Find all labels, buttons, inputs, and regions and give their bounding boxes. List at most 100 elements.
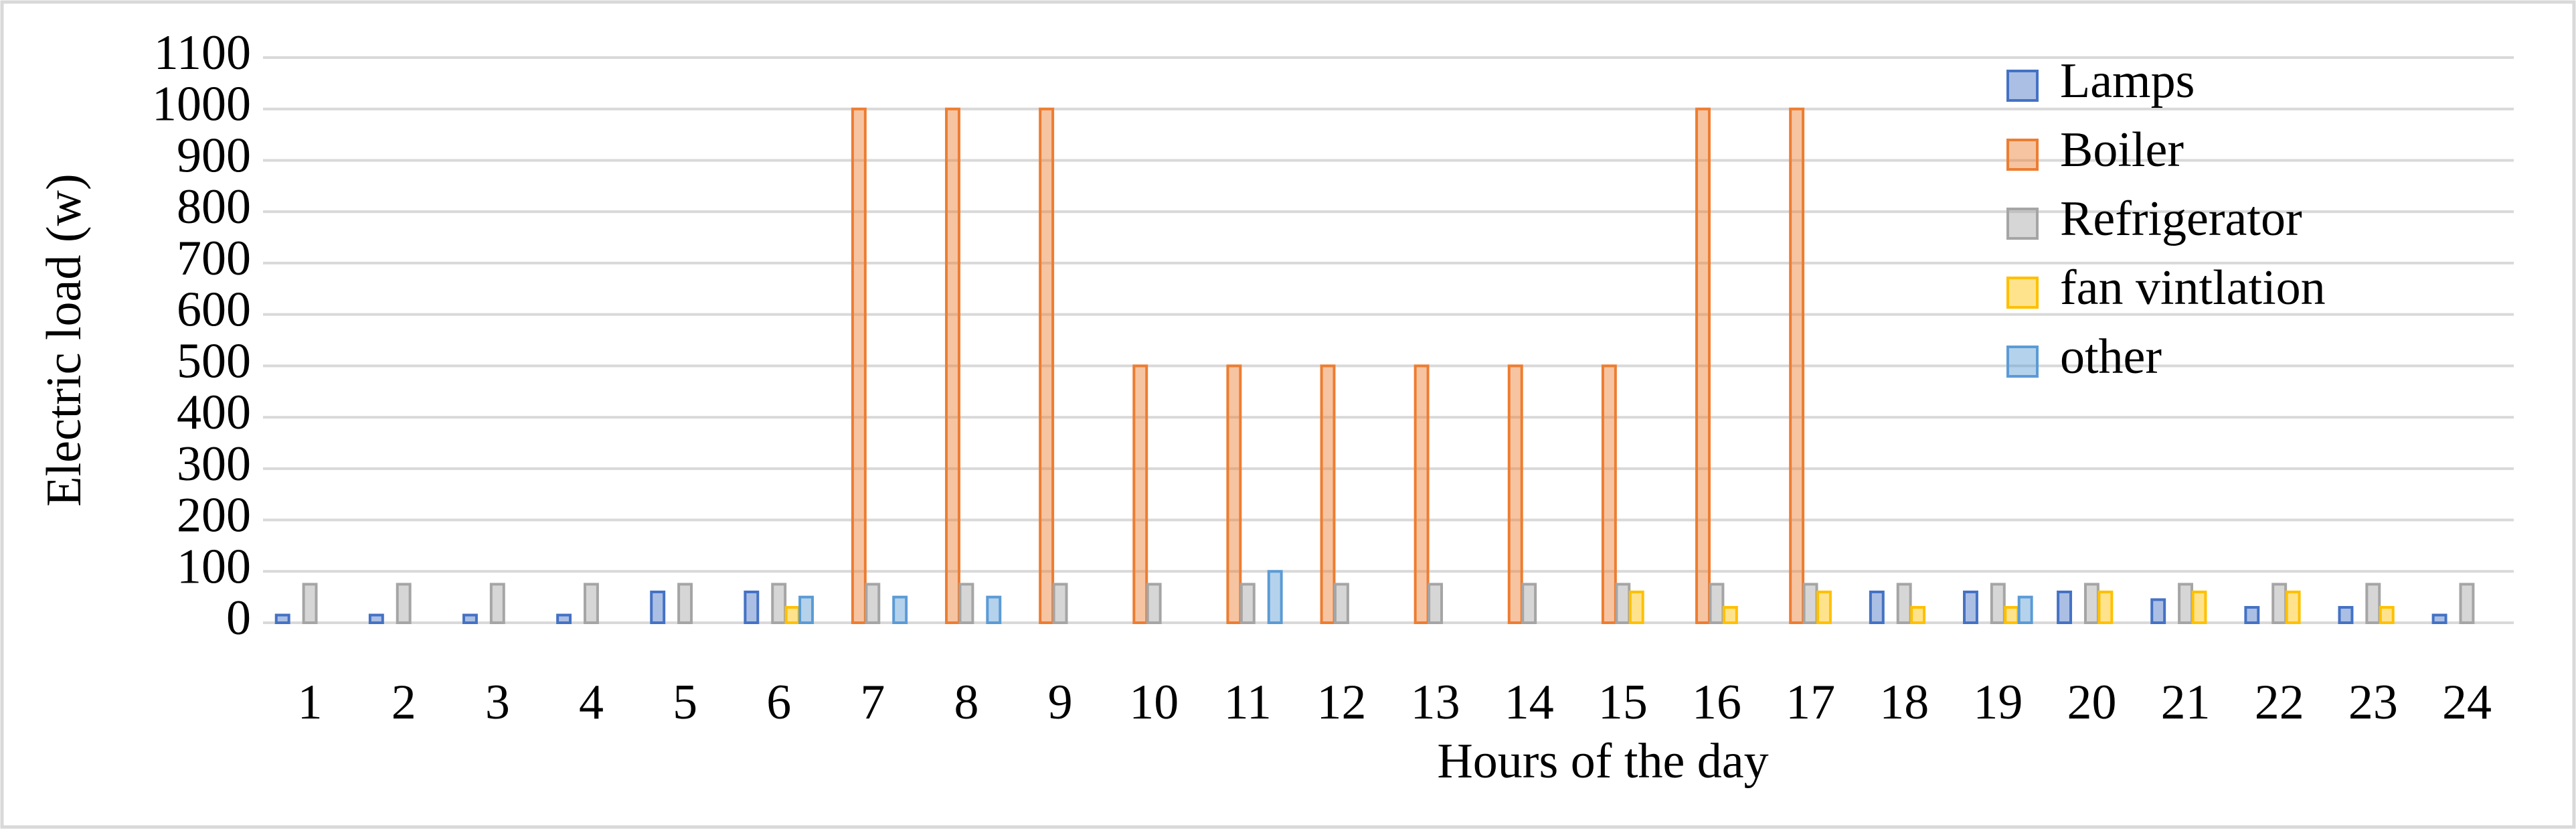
bar (556, 613, 572, 624)
bar (2097, 590, 2114, 624)
bar (302, 583, 318, 624)
x-tick-label: 16 (1692, 675, 1741, 730)
bar (2004, 605, 2020, 624)
y-axis-title: Electric load (w) (37, 173, 92, 506)
bar (2285, 590, 2301, 624)
y-tick-label: 100 (177, 539, 251, 594)
bar (2431, 613, 2448, 624)
x-tick-label: 15 (1598, 675, 1648, 730)
bar (945, 107, 960, 624)
x-tick-label: 6 (766, 675, 791, 730)
y-tick-label: 0 (226, 591, 251, 646)
y-tick-label: 500 (177, 333, 251, 388)
bar (1722, 605, 1738, 624)
legend-label: other (2060, 329, 2162, 384)
bar (1628, 590, 1644, 624)
y-tick-label: 1100 (154, 25, 251, 80)
x-tick-label: 2 (392, 675, 416, 730)
bar (1962, 590, 1978, 624)
x-tick-label: 22 (2255, 675, 2304, 730)
x-tick-label: 17 (1786, 675, 1835, 730)
bar (2150, 598, 2166, 624)
bar (2365, 583, 2381, 624)
bar (1267, 570, 1283, 624)
y-tick-label: 800 (177, 179, 251, 234)
x-tick-label: 21 (2161, 675, 2211, 730)
legend-swatch (2006, 139, 2039, 171)
bar (2057, 590, 2073, 624)
legend-swatch (2006, 208, 2039, 240)
bar (2244, 605, 2260, 624)
bar (798, 595, 814, 624)
bar (892, 595, 908, 624)
bar (1789, 107, 1805, 624)
bar (1615, 583, 1631, 624)
x-tick-label: 23 (2348, 675, 2398, 730)
bar (2379, 605, 2395, 624)
bar (1226, 364, 1242, 624)
x-tick-label: 18 (1879, 675, 1929, 730)
bar (1146, 583, 1162, 624)
x-tick-label: 9 (1048, 675, 1073, 730)
bar (958, 583, 974, 624)
x-tick-label: 20 (2067, 675, 2116, 730)
bar (1507, 364, 1523, 624)
bar (462, 613, 478, 624)
legend-label: Lamps (2060, 54, 2195, 108)
bar (2271, 583, 2288, 624)
bar (2083, 583, 2099, 624)
y-tick-label: 200 (177, 488, 251, 543)
bar (1709, 583, 1725, 624)
bar (1816, 590, 1832, 624)
legend-label: Refrigerator (2060, 192, 2302, 246)
x-tick-label: 3 (485, 675, 510, 730)
y-tick-label: 600 (177, 283, 251, 337)
bar (1990, 583, 2006, 624)
legend-swatch (2006, 346, 2039, 378)
bar (865, 583, 881, 624)
bar (274, 613, 290, 624)
x-tick-label: 24 (2442, 675, 2492, 730)
x-tick-label: 19 (1973, 675, 2023, 730)
bar (1320, 364, 1336, 624)
bar (1802, 583, 1818, 624)
x-tick-label: 1 (298, 675, 323, 730)
bar (771, 583, 787, 624)
x-axis-title: Hours of the day (1437, 734, 1768, 789)
x-tick-label: 5 (673, 675, 697, 730)
bar (1428, 583, 1444, 624)
bar (2178, 583, 2194, 624)
bar (650, 590, 666, 624)
x-tick-label: 13 (1411, 675, 1460, 730)
legend-swatch (2006, 277, 2039, 309)
bar (744, 590, 760, 624)
bar (2338, 605, 2354, 624)
bar (1039, 107, 1055, 624)
legend-label: fan vintlation (2060, 260, 2326, 315)
bar (368, 613, 384, 624)
bar (1695, 107, 1711, 624)
bar (396, 583, 412, 624)
x-tick-label: 14 (1505, 675, 1554, 730)
bar (986, 595, 1002, 624)
bar (1601, 364, 1617, 624)
x-tick-label: 10 (1129, 675, 1179, 730)
bar (1910, 605, 1926, 624)
bar (1413, 364, 1430, 624)
x-tick-label: 11 (1224, 675, 1272, 730)
x-tick-label: 4 (579, 675, 604, 730)
bar (583, 583, 599, 624)
bar (1239, 583, 1256, 624)
x-tick-label: 7 (860, 675, 885, 730)
y-tick-label: 900 (177, 128, 251, 183)
bar (784, 605, 800, 624)
bar (851, 107, 867, 624)
bar (1052, 583, 1068, 624)
bar (2459, 583, 2475, 624)
x-tick-label: 8 (954, 675, 978, 730)
legend-label: Boiler (2060, 123, 2184, 177)
y-tick-label: 400 (177, 385, 251, 440)
